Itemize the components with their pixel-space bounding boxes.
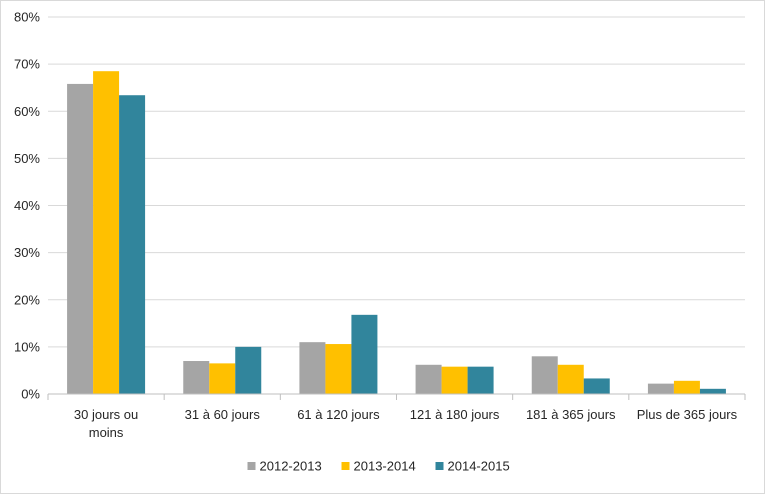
- x-axis: [47, 393, 746, 400]
- bar: [647, 383, 674, 394]
- x-tick-label: Plus de 365 jours: [637, 407, 738, 422]
- bar: [235, 346, 262, 394]
- bar: [673, 380, 700, 394]
- bar: [183, 361, 210, 394]
- legend-label: 2012-2013: [260, 459, 322, 474]
- y-axis-ticks: 0% 10% 20% 30% 40% 50% 60% 70% 80%: [14, 10, 40, 402]
- x-tick-label: 121 à 180 jours: [410, 407, 500, 422]
- legend: 2012-2013 2013-2014 2014-2015: [247, 459, 510, 474]
- bar: [93, 71, 120, 394]
- y-tick-label: 0%: [21, 387, 40, 402]
- y-tick-label: 50%: [14, 151, 40, 166]
- bar: [325, 344, 352, 394]
- x-tick-label: 31 à 60 jours: [185, 407, 261, 422]
- bar: [467, 366, 494, 394]
- x-axis-ticks: 30 jours ou moins 31 à 60 jours 61 à 120 jo…: [74, 407, 738, 440]
- legend-swatch: [247, 462, 256, 470]
- y-tick-label: 70%: [14, 57, 40, 72]
- bars: [67, 71, 726, 394]
- legend-swatch: [341, 462, 350, 470]
- x-tick-label: moins: [89, 425, 124, 440]
- y-tick-label: 30%: [14, 245, 40, 260]
- legend-item: 2013-2014: [341, 459, 416, 474]
- bar: [699, 388, 726, 394]
- bar: [531, 356, 558, 394]
- bar: [351, 314, 378, 394]
- y-tick-label: 40%: [14, 198, 40, 213]
- bar: [209, 363, 236, 394]
- y-tick-label: 10%: [14, 339, 40, 354]
- gridlines: [48, 16, 745, 348]
- bar: [299, 342, 326, 394]
- legend-item: 2012-2013: [247, 459, 322, 474]
- bar: [415, 364, 442, 394]
- y-tick-label: 20%: [14, 292, 40, 307]
- x-tick-label: 61 à 120 jours: [297, 407, 380, 422]
- legend-label: 2013-2014: [354, 459, 416, 474]
- x-tick-label: 181 à 365 jours: [526, 407, 616, 422]
- x-tick-label: 30 jours ou: [74, 407, 138, 422]
- bar: [557, 364, 584, 394]
- bar: [119, 95, 146, 394]
- bar: [441, 366, 468, 394]
- legend-swatch: [435, 462, 444, 470]
- legend-label: 2014-2015: [448, 459, 510, 474]
- bar: [67, 83, 94, 394]
- y-tick-label: 80%: [14, 10, 40, 25]
- bar: [583, 378, 610, 394]
- legend-item: 2014-2015: [435, 459, 510, 474]
- y-tick-label: 60%: [14, 104, 40, 119]
